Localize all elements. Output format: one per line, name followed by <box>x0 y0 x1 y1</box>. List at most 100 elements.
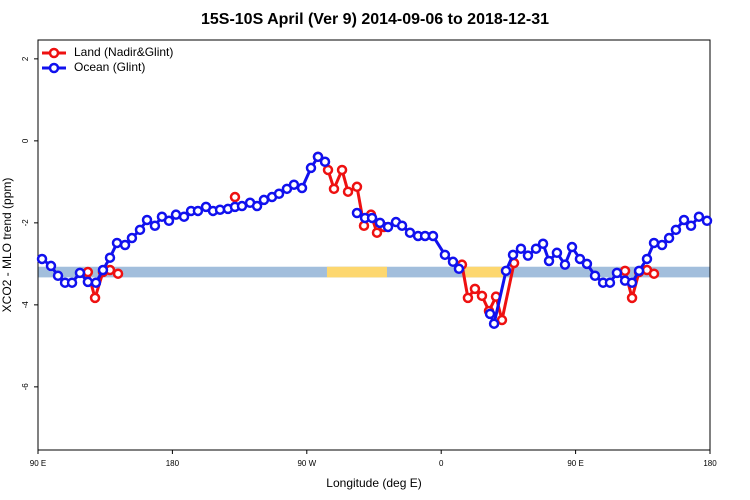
data-point <box>134 224 146 236</box>
data-point <box>382 221 394 233</box>
x-axis-label: Longitude (deg E) <box>326 476 421 490</box>
chart-title: 15S-10S April (Ver 9) 2014-09-06 to 2018… <box>201 11 549 28</box>
data-point <box>251 200 263 212</box>
data-point <box>163 215 175 227</box>
data-point <box>648 268 660 279</box>
data-point <box>447 256 459 268</box>
data-point <box>89 292 101 304</box>
data-point <box>701 215 713 227</box>
y-axis-label: XCO2 - MLO trend (ppm) <box>0 178 14 313</box>
data-point <box>322 164 334 176</box>
data-point <box>537 238 549 250</box>
data-point <box>462 292 474 304</box>
y-tick-label: 0 <box>21 138 30 143</box>
data-point <box>149 220 161 231</box>
data-point <box>104 252 116 263</box>
data-point <box>296 182 308 194</box>
band-highlight <box>326 266 387 278</box>
data-point <box>192 205 204 217</box>
data-point <box>126 232 138 244</box>
data-point <box>236 200 248 212</box>
data-point <box>663 232 675 244</box>
data-point <box>90 277 102 288</box>
data-point <box>273 188 285 199</box>
data-point <box>82 276 94 288</box>
data-point <box>342 186 354 197</box>
data-point <box>258 194 270 206</box>
data-point <box>319 156 331 168</box>
data-point <box>670 224 682 236</box>
data-point <box>229 191 241 203</box>
legend-label: Ocean (Glint) <box>74 60 145 74</box>
data-point <box>469 283 481 295</box>
data-point <box>515 243 527 254</box>
data-point <box>496 314 508 326</box>
data-point <box>530 243 542 254</box>
data-point <box>656 239 668 251</box>
data-point <box>141 214 153 226</box>
data-point <box>543 255 555 267</box>
data-point <box>439 249 451 261</box>
data-point <box>111 237 123 249</box>
data-point <box>685 220 697 231</box>
data-point <box>312 151 324 163</box>
data-point <box>566 241 578 253</box>
legend-label: Land (Nadir&Glint) <box>74 45 173 59</box>
data-point <box>678 214 690 226</box>
data-point <box>589 270 601 281</box>
data-point <box>305 162 317 174</box>
data-point <box>693 211 705 222</box>
data-point <box>366 212 378 224</box>
data-point <box>611 267 623 279</box>
data-point <box>484 308 496 320</box>
plot-frame <box>37 39 711 451</box>
data-point <box>574 253 586 265</box>
data-point <box>404 227 416 238</box>
x-tick-label: 90 W <box>297 459 316 468</box>
y-tick-label: -6 <box>21 383 30 391</box>
x-tick-label: 180 <box>166 459 180 468</box>
data-point <box>626 292 638 304</box>
data-point <box>97 264 109 276</box>
data-point <box>336 164 348 176</box>
data-point <box>648 237 660 249</box>
y-tick-label: -4 <box>21 301 30 309</box>
data-point <box>559 259 571 270</box>
data-point <box>112 268 124 279</box>
data-point <box>74 267 86 279</box>
data-point <box>178 211 190 222</box>
band-highlight <box>465 266 504 278</box>
x-tick-label: 90 E <box>567 459 583 468</box>
data-point <box>476 290 488 302</box>
legend-marker <box>48 47 60 59</box>
data-point <box>170 209 182 220</box>
legend-marker <box>48 62 60 74</box>
data-point <box>641 253 653 265</box>
data-point <box>52 270 64 281</box>
data-point <box>522 250 534 261</box>
data-point <box>500 265 512 277</box>
data-point <box>288 179 300 190</box>
data-point <box>619 265 631 277</box>
x-tick-label: 90 E <box>30 459 46 468</box>
data-point <box>633 265 645 277</box>
data-point <box>374 217 386 229</box>
y-tick-label: 2 <box>21 56 30 61</box>
data-point <box>488 318 500 329</box>
y-tick-label: -2 <box>21 219 30 227</box>
data-point <box>396 220 408 231</box>
data-point <box>581 258 593 270</box>
data-point <box>36 253 48 265</box>
data-point <box>453 263 465 275</box>
data-point <box>507 249 519 261</box>
data-point <box>66 277 78 288</box>
data-point <box>427 230 439 242</box>
data-point <box>351 181 363 193</box>
x-tick-label: 180 <box>703 459 717 468</box>
data-point <box>604 277 616 288</box>
data-point <box>551 247 563 259</box>
data-point <box>626 277 638 288</box>
data-point <box>351 207 363 219</box>
x-tick-label: 0 <box>439 459 444 468</box>
